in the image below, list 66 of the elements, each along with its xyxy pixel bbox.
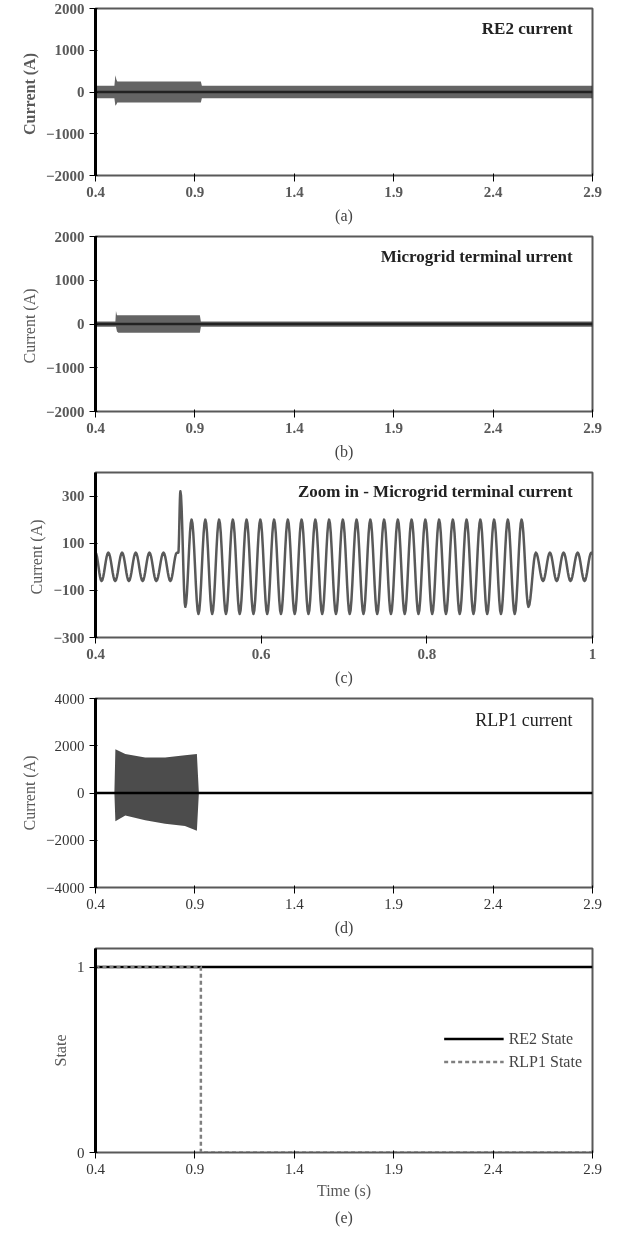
y-tick-label: 2000 [54,737,85,754]
x-tick-label: 2.4 [483,895,503,912]
text: RE2 current [481,18,573,38]
x-tick-label: 2.9 [583,419,602,436]
x-tick-label: 1.9 [384,1160,404,1177]
x-tick-label: 1.4 [284,1160,305,1177]
y-tick-label: 0 [77,84,85,100]
x-tick-label: 0.9 [185,1160,205,1177]
text: (b) [334,442,354,461]
x-tick-label: 1.9 [384,183,404,200]
text: Microgrid terminal urrent [380,247,573,266]
y-tick-label: 300 [62,488,85,505]
y-tick-label: 1 [77,959,85,976]
x-tick-label: 1.9 [384,419,404,436]
x-tick-label: 1.4 [284,183,305,200]
y-tick-label: −2000 [45,403,85,420]
text: Zoom in - Microgrid terminal current [298,482,573,502]
y-tick-label: −2000 [46,832,85,849]
y-tick-label: −1000 [45,359,85,376]
y-tick-label: 1000 [54,42,85,59]
y-tick-label: 4000 [54,690,85,707]
y-tick-label: 2000 [54,228,85,245]
y-axis-title: Current (A) [21,755,40,831]
y-tick-label: 0 [77,785,85,801]
y-tick-label: −100 [53,582,85,599]
x-tick-label: 0.6 [251,645,272,662]
y-tick-label: 0 [77,316,85,332]
x-tick-label: 1 [588,645,597,662]
y-tick-label: −2000 [45,167,85,184]
x-tick-label: 0.9 [185,183,205,200]
x-tick-label: 1.9 [384,895,404,912]
y-tick-label: 100 [62,535,85,552]
x-tick-label: 0.9 [185,895,205,912]
x-tick-label: 0.4 [86,895,106,912]
x-tick-label: 1.4 [284,895,305,912]
x-tick-label: 2.4 [483,1160,503,1177]
y-tick-label: −4000 [46,879,85,896]
y-tick-label: −300 [53,629,85,646]
x-tick-label: 0.8 [417,645,437,662]
y-axis-title: Current (A) [20,288,39,364]
text: RLP1 current [475,709,573,730]
y-tick-label: 0 [77,1144,85,1161]
x-tick-label: 1.4 [284,419,305,436]
text: (a) [335,206,353,225]
legend-label: RLP1 State [508,1052,582,1071]
text: (c) [335,668,353,687]
y-axis-title: Current (A) [28,519,47,595]
x-tick-label: 2.4 [483,183,503,200]
y-tick-label: 1000 [54,272,85,289]
x-tick-label: 2.9 [583,183,602,200]
x-tick-label: 0.4 [86,645,106,662]
x-tick-label: 0.9 [185,419,205,436]
y-axis-title: State [52,1034,69,1067]
x-tick-label: 0.4 [86,183,106,200]
x-tick-label: 2.9 [583,895,602,912]
text: (e) [335,1208,353,1227]
x-tick-label: 2.4 [483,419,503,436]
x-tick-label: 2.9 [583,1160,602,1177]
legend-label: RE2 State [508,1029,574,1048]
x-tick-label: 0.4 [86,419,106,436]
y-tick-label: −1000 [45,125,85,142]
x-axis-title: Time (s) [316,1181,372,1200]
y-tick-label: 2000 [54,0,85,17]
y-axis-title: Current (A) [20,53,39,135]
text: (d) [334,918,354,937]
x-tick-label: 0.4 [86,1160,106,1177]
